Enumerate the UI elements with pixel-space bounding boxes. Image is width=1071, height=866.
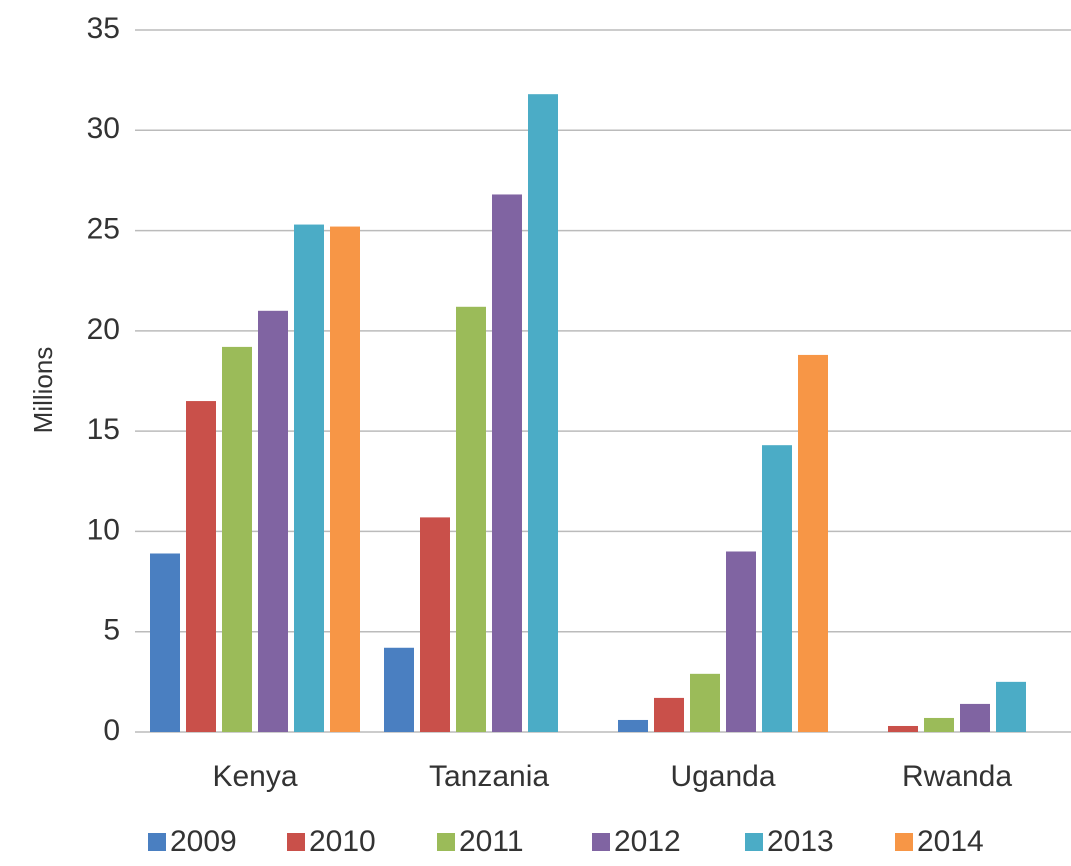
y-tick-label: 5	[103, 614, 120, 647]
y-tick-label: 20	[87, 313, 120, 346]
y-axis-label: Millions	[28, 347, 58, 434]
x-tick-label: Rwanda	[902, 760, 1012, 793]
y-tick-label: 0	[103, 714, 120, 747]
bar	[996, 681, 1026, 732]
bar	[654, 697, 684, 732]
bar	[798, 354, 828, 732]
bar	[528, 94, 558, 732]
y-tick-label: 25	[87, 212, 120, 245]
x-tick-label: Uganda	[670, 760, 775, 793]
bar	[186, 401, 216, 732]
legend-label: 2014	[917, 825, 984, 858]
bar	[456, 306, 486, 732]
bar	[690, 673, 720, 732]
legend-label: 2013	[767, 825, 834, 858]
y-tick-label: 30	[87, 112, 120, 145]
legend-swatch	[895, 833, 913, 851]
bar	[222, 346, 252, 732]
bar	[726, 551, 756, 732]
bar	[330, 226, 360, 732]
legend-swatch	[437, 833, 455, 851]
bar	[960, 703, 990, 732]
legend-label: 2012	[614, 825, 681, 858]
legend-swatch	[148, 833, 166, 851]
bar	[258, 310, 288, 732]
bar	[762, 445, 792, 732]
bar	[924, 717, 954, 732]
legend-label: 2010	[309, 825, 376, 858]
legend-swatch	[287, 833, 305, 851]
y-tick-label: 15	[87, 413, 120, 446]
legend-label: 2009	[170, 825, 237, 858]
bar	[384, 647, 414, 732]
x-tick-label: Tanzania	[429, 760, 549, 793]
y-tick-label: 35	[87, 12, 120, 45]
legend-swatch	[592, 833, 610, 851]
legend-swatch	[745, 833, 763, 851]
x-tick-label: Kenya	[212, 760, 297, 793]
bar	[150, 553, 180, 732]
bar	[888, 725, 918, 732]
bar	[492, 194, 522, 732]
bar	[420, 517, 450, 732]
legend-label: 2011	[459, 825, 524, 858]
bar	[294, 224, 324, 732]
y-tick-label: 10	[87, 513, 120, 546]
bar	[618, 719, 648, 732]
